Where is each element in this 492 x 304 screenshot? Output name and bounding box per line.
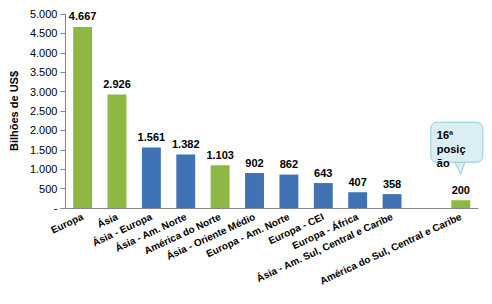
svg-text:Europa - CEI: Europa - CEI (266, 211, 326, 247)
svg-text:500: 500 (39, 183, 57, 195)
svg-text:1.561: 1.561 (138, 131, 166, 143)
svg-text:Europa: Europa (49, 211, 85, 236)
svg-text:200: 200 (452, 184, 470, 196)
svg-text:358: 358 (383, 178, 401, 190)
svg-text:Ásia - Am. Sul, Central e Cari: Ásia - Am. Sul, Central e Caribe (254, 211, 395, 284)
svg-text:902: 902 (245, 157, 263, 169)
svg-text:Europa - Am. Norte: Europa - Am. Norte (204, 211, 292, 260)
svg-text:4.500: 4.500 (30, 27, 58, 39)
svg-text:1.103: 1.103 (206, 149, 234, 161)
svg-text:3.500: 3.500 (30, 66, 58, 78)
svg-text:Bilhões de US$: Bilhões de US$ (8, 71, 20, 151)
svg-text:América do Norte: América do Norte (142, 211, 223, 257)
svg-text:posiç: posiç (437, 143, 466, 155)
svg-text:1.382: 1.382 (172, 138, 200, 150)
svg-text:1.000: 1.000 (30, 163, 58, 175)
svg-text:Ásia - Oriente Médio: Ásia - Oriente Médio (164, 211, 257, 262)
svg-text:5.000: 5.000 (30, 8, 58, 20)
svg-text:ão: ão (437, 157, 450, 169)
svg-text:1.500: 1.500 (30, 144, 58, 156)
svg-text:Ásia - Am. Norte: Ásia - Am. Norte (113, 211, 189, 254)
svg-text:América do Sul, Central e Cari: América do Sul, Central e Caribe (318, 211, 463, 287)
svg-text:-: - (54, 202, 58, 214)
svg-text:643: 643 (314, 167, 332, 179)
svg-text:Europa - África: Europa - África (290, 211, 360, 252)
svg-text:16ª: 16ª (437, 129, 456, 141)
svg-text:2.926: 2.926 (103, 78, 131, 90)
svg-text:2.000: 2.000 (30, 124, 58, 136)
svg-text:862: 862 (280, 158, 298, 170)
svg-text:Ásia: Ásia (95, 211, 120, 230)
svg-text:4.667: 4.667 (69, 10, 97, 22)
svg-text:Ásia - Europa: Ásia - Europa (90, 211, 154, 249)
svg-text:4.000: 4.000 (30, 47, 58, 59)
svg-text:3.000: 3.000 (30, 86, 58, 98)
svg-text:407: 407 (348, 176, 366, 188)
svg-text:2.500: 2.500 (30, 105, 58, 117)
